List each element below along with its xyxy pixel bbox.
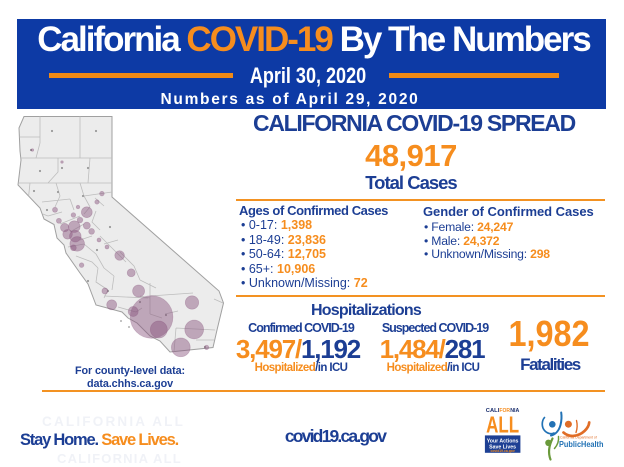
svg-text:covid19.ca.gov: covid19.ca.gov [490, 449, 514, 453]
svg-text:NIA: NIA [510, 408, 519, 414]
svg-text:Your Actions: Your Actions [487, 438, 519, 444]
svg-text:PublicHealth: PublicHealth [559, 439, 604, 449]
svg-text:Save Lives: Save Lives [489, 444, 516, 450]
svg-text:ALL: ALL [486, 412, 519, 438]
svg-text:California Department of: California Department of [560, 436, 597, 440]
svg-text:FOR: FOR [499, 408, 510, 414]
svg-text:CALI: CALI [486, 408, 500, 414]
